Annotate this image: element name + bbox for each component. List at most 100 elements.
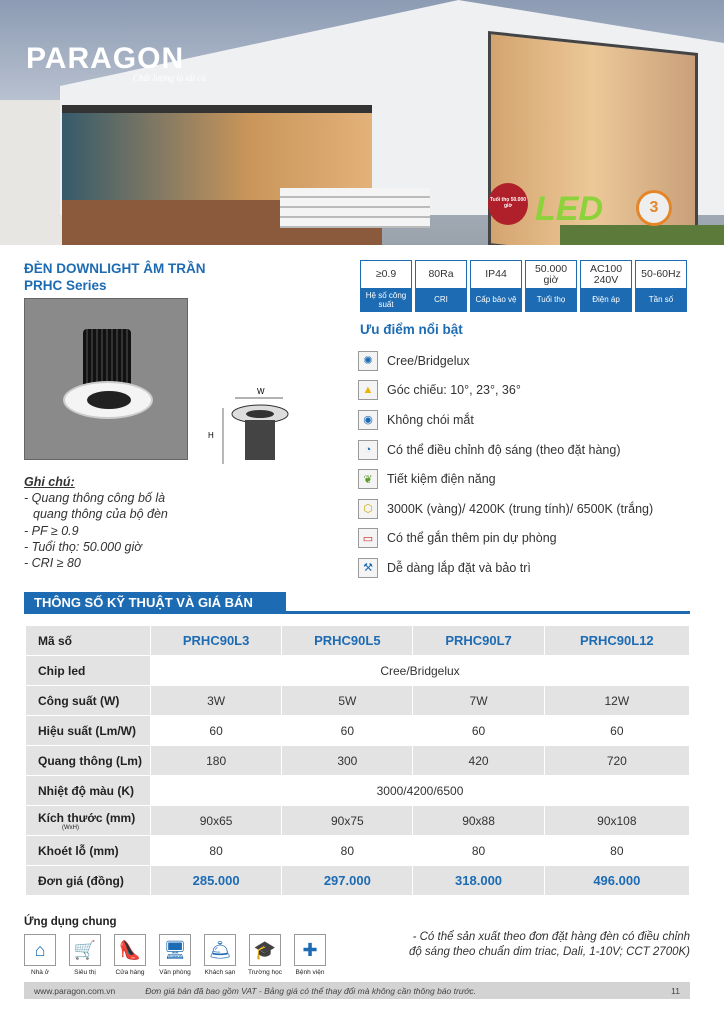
spec-label: Tuổi thọ — [526, 288, 576, 311]
price-cell: 297.000 — [281, 865, 414, 896]
cell: 80 — [149, 835, 283, 866]
feature-text: Có thể điều chỉnh độ sáng (theo đặt hàng… — [387, 442, 621, 457]
cell: 3000/4200/6500 — [150, 775, 690, 806]
app-label: Văn phòng — [159, 969, 191, 976]
beam-angle-icon: ▲ — [358, 380, 378, 401]
app-label: Bệnh viện — [295, 969, 325, 976]
list-item: ▲ Góc chiếu: 10°, 23°, 36° — [358, 376, 653, 406]
table-row: Hiệu suất (Lm/W) 60 60 60 60 — [25, 715, 691, 746]
dimension-diagram: W H — [208, 387, 289, 464]
warranty-badge: 3 — [636, 190, 672, 226]
spec-cri: 80Ra CRI — [415, 260, 467, 312]
price-cell: 318.000 — [412, 865, 545, 896]
cell: 180 — [149, 745, 283, 776]
graduation-cap-icon: 🎓 — [249, 934, 281, 966]
spec-value: 80Ra — [428, 268, 454, 280]
section-header: THÔNG SỐ KỸ THUẬT VÀ GIÁ BÁN — [24, 592, 690, 614]
table-row: Chip led Cree/Bridgelux — [25, 655, 690, 686]
spec-value: 50.000 giờ — [534, 262, 568, 286]
price-cell: 496.000 — [543, 865, 691, 896]
note-line: - Quang thông công bố là — [24, 491, 166, 506]
row-label: Mã số — [25, 625, 151, 656]
house-icon: ⌂ — [24, 934, 56, 966]
brand-logo: PARAGON — [26, 42, 185, 75]
app-label: Trường học — [247, 969, 283, 976]
spec-value: IP44 — [485, 268, 507, 280]
note-line: - CRI ≥ 80 — [24, 556, 81, 571]
cell: 80 — [412, 835, 545, 866]
table-row: Kích thước (mm) (WxH) 90x65 90x75 90x88 90x10… — [25, 805, 691, 836]
spec-label: Tần số — [636, 288, 686, 311]
model-code: PRHC90L7 — [412, 625, 545, 656]
cell: 60 — [543, 715, 691, 746]
hero-wall — [0, 100, 62, 245]
cell: 420 — [412, 745, 545, 776]
row-sublabel: (WxH) — [62, 824, 79, 831]
list-item: ⚒ Dễ dàng lắp đặt và bảo trì — [358, 553, 653, 583]
app-label: Cửa hàng — [115, 969, 145, 976]
applications-list: ⌂ Nhà ở 🛒 Siêu thị 👠 Cửa hàng 🖥 Văn phòng 🛎 K… — [24, 934, 326, 976]
row-label: Công suất (W) — [25, 685, 151, 716]
cell: 90x108 — [543, 805, 691, 836]
brand-slogan: Chất lượng là tất cả — [133, 73, 206, 83]
app-home: ⌂ Nhà ở — [24, 934, 56, 976]
table-row: Khoét lỗ (mm) 80 80 80 80 — [25, 835, 691, 866]
note-line: - Tuổi thọ: 50.000 giờ — [24, 539, 142, 554]
table-row: Công suất (W) 3W 5W 7W 12W — [25, 685, 691, 716]
feature-text: Không chói mắt — [387, 412, 474, 427]
spec-power-factor: ≥0.9 Hệ số công suất — [360, 260, 412, 312]
cell: 12W — [543, 685, 691, 716]
hero-photo: PARAGON Chất lượng là tất cả Tuổi thọ 50… — [0, 0, 724, 245]
feature-text: Tiết kiệm điện năng — [387, 472, 496, 487]
page-number: 11 — [671, 985, 680, 996]
eye-icon: ◉ — [358, 409, 378, 430]
spec-price-table: Mã số PRHC90L3 PRHC90L5 PRHC90L7 PRHC90L12 C… — [25, 625, 691, 896]
list-item: ▭ Có thể gắn thêm pin dự phòng — [358, 524, 653, 554]
app-label: Siêu thị — [74, 969, 96, 976]
lamp-ring — [63, 381, 153, 419]
cell: Cree/Bridgelux — [150, 655, 690, 686]
app-hotel: 🛎 Khách sạn — [204, 934, 236, 976]
hero-grass — [560, 225, 724, 245]
footer-message: Đơn giá bán đã bao gồm VAT - Bảng giá có… — [145, 985, 476, 996]
row-label: Quang thông (Lm) — [25, 745, 151, 776]
computer-icon: 🖥 — [159, 934, 191, 966]
notes: Ghi chú: - Quang thông công bố là quang … — [24, 474, 168, 571]
shoe-icon: 👠 — [114, 934, 146, 966]
product-series: PRHC Series — [24, 278, 107, 293]
spec-value: AC100 240V — [589, 262, 623, 286]
battery-icon: ▭ — [358, 528, 378, 549]
note-line: - PF ≥ 0.9 — [24, 523, 79, 538]
cell: 7W — [412, 685, 545, 716]
spec-frequency: 50-60Hz Tần số — [635, 260, 687, 312]
cell: 60 — [281, 715, 414, 746]
cell: 720 — [543, 745, 691, 776]
footer-bar: www.paragon.com.vn Đơn giá bán đã bao gồ… — [24, 982, 690, 999]
feature-text: Góc chiếu: 10°, 23°, 36° — [387, 383, 521, 398]
row-label: Chip led — [25, 655, 151, 686]
cell: 5W — [281, 685, 414, 716]
table-row: Mã số PRHC90L3 PRHC90L5 PRHC90L7 PRHC90L12 — [25, 625, 691, 656]
row-label-text: Kích thước (mm) — [38, 810, 136, 825]
spec-voltage: AC100 240V Điện áp — [580, 260, 632, 312]
cell: 3W — [149, 685, 283, 716]
row-label: Kích thước (mm) (WxH) — [25, 805, 151, 836]
model-code: PRHC90L5 — [281, 625, 414, 656]
waiter-icon: 🛎 — [204, 934, 236, 966]
table-row: Nhiệt độ màu (K) 3000/4200/6500 — [25, 775, 690, 806]
product-name: ĐÈN DOWNLIGHT ÂM TRẦN — [24, 261, 206, 276]
dim-w-label: W — [257, 387, 265, 396]
app-hospital: ✚ Bệnh viện — [294, 934, 326, 976]
tools-icon: ⚒ — [358, 557, 378, 578]
cell: 300 — [281, 745, 414, 776]
spec-value: ≥0.9 — [375, 268, 397, 280]
dimming-note-line: độ sáng theo chuẩn dim triac, Dali, 1-10… — [408, 946, 690, 958]
advantages-title: Ưu điểm nổi bật — [360, 322, 463, 337]
advantages-list: ✺ Cree/Bridgelux ▲ Góc chiếu: 10°, 23°, 36… — [358, 346, 653, 583]
table-row: Đơn giá (đồng) 285.000 297.000 318.000 496.0… — [25, 865, 691, 896]
cell: 60 — [149, 715, 283, 746]
note-line: quang thông của bộ đèn — [33, 507, 168, 522]
feature-text: Dễ dàng lắp đặt và bảo trì — [387, 560, 531, 575]
dimming-note: - Có thể sản xuất theo đơn đặt hàng đèn … — [409, 930, 690, 960]
website-link[interactable]: www.paragon.com.vn — [34, 985, 116, 996]
